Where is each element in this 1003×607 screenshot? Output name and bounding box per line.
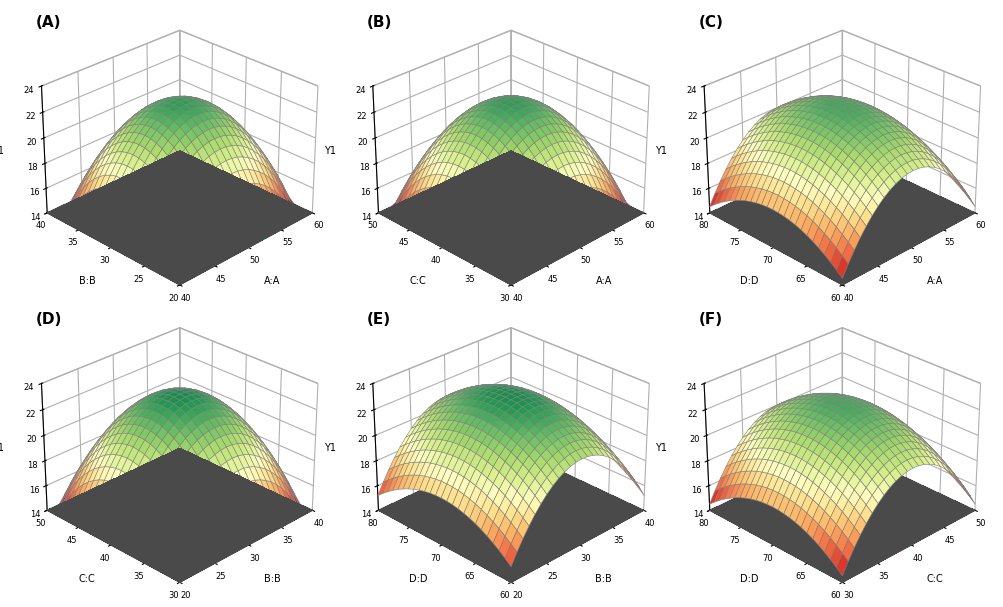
Y-axis label: D:D: D:D bbox=[739, 276, 758, 286]
Text: (D): (D) bbox=[36, 313, 62, 327]
Y-axis label: C:C: C:C bbox=[409, 276, 426, 286]
X-axis label: A:A: A:A bbox=[926, 276, 943, 286]
Y-axis label: D:D: D:D bbox=[408, 574, 427, 583]
Text: (B): (B) bbox=[367, 15, 392, 30]
X-axis label: A:A: A:A bbox=[264, 276, 281, 286]
Text: (A): (A) bbox=[36, 15, 61, 30]
X-axis label: B:B: B:B bbox=[264, 574, 281, 583]
X-axis label: B:B: B:B bbox=[595, 574, 612, 583]
Text: (E): (E) bbox=[367, 313, 391, 327]
X-axis label: A:A: A:A bbox=[595, 276, 612, 286]
Y-axis label: D:D: D:D bbox=[739, 574, 758, 583]
Y-axis label: C:C: C:C bbox=[78, 574, 95, 583]
X-axis label: C:C: C:C bbox=[926, 574, 943, 583]
Y-axis label: B:B: B:B bbox=[78, 276, 95, 286]
Text: (C): (C) bbox=[698, 15, 723, 30]
Text: (F): (F) bbox=[698, 313, 722, 327]
